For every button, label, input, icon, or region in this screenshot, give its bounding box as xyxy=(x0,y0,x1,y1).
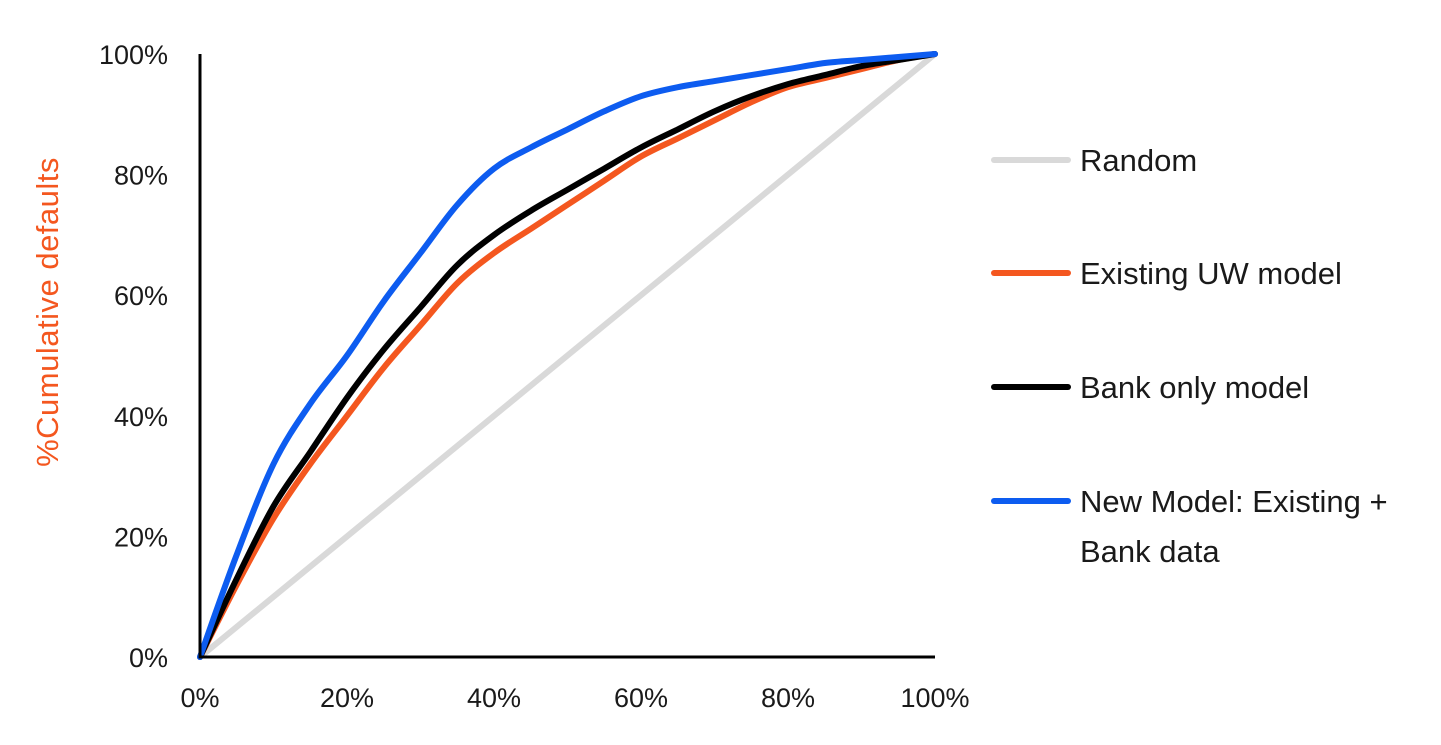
legend-label: Bank data xyxy=(1080,534,1220,569)
series-line-bank-only-model xyxy=(197,51,938,660)
y-tick-label: 100% xyxy=(99,40,168,70)
legend-label: Random xyxy=(1080,143,1197,178)
legend-label: Bank only model xyxy=(1080,370,1309,405)
x-tick-label: 100% xyxy=(900,683,969,713)
x-tick-label: 20% xyxy=(320,683,374,713)
axes-layer xyxy=(198,54,935,659)
x-tick-label: 60% xyxy=(614,683,668,713)
x-tick-label: 40% xyxy=(467,683,521,713)
ticks-layer: 0% 20% 40% 60% 80% 100% 0% 20% 40% 60% 80% 100% xyxy=(99,40,970,713)
legend: Random Existing UW model Bank only model Ne… xyxy=(991,143,1388,569)
legend-label: Existing UW model xyxy=(1080,256,1342,291)
y-axis-title: %Cumulative defaults xyxy=(30,157,65,467)
series-line-random xyxy=(197,51,938,660)
y-tick-label: 80% xyxy=(114,161,168,191)
series-line-new-model-existing-bank-data xyxy=(197,51,938,660)
legend-label: New Model: Existing + xyxy=(1080,484,1388,519)
x-tick-label: 0% xyxy=(180,683,219,713)
y-tick-label: 20% xyxy=(114,522,168,552)
series-layer xyxy=(197,51,938,660)
y-tick-label: 60% xyxy=(114,281,168,311)
y-tick-label: 0% xyxy=(129,643,168,673)
y-tick-label: 40% xyxy=(114,402,168,432)
x-tick-label: 80% xyxy=(761,683,815,713)
